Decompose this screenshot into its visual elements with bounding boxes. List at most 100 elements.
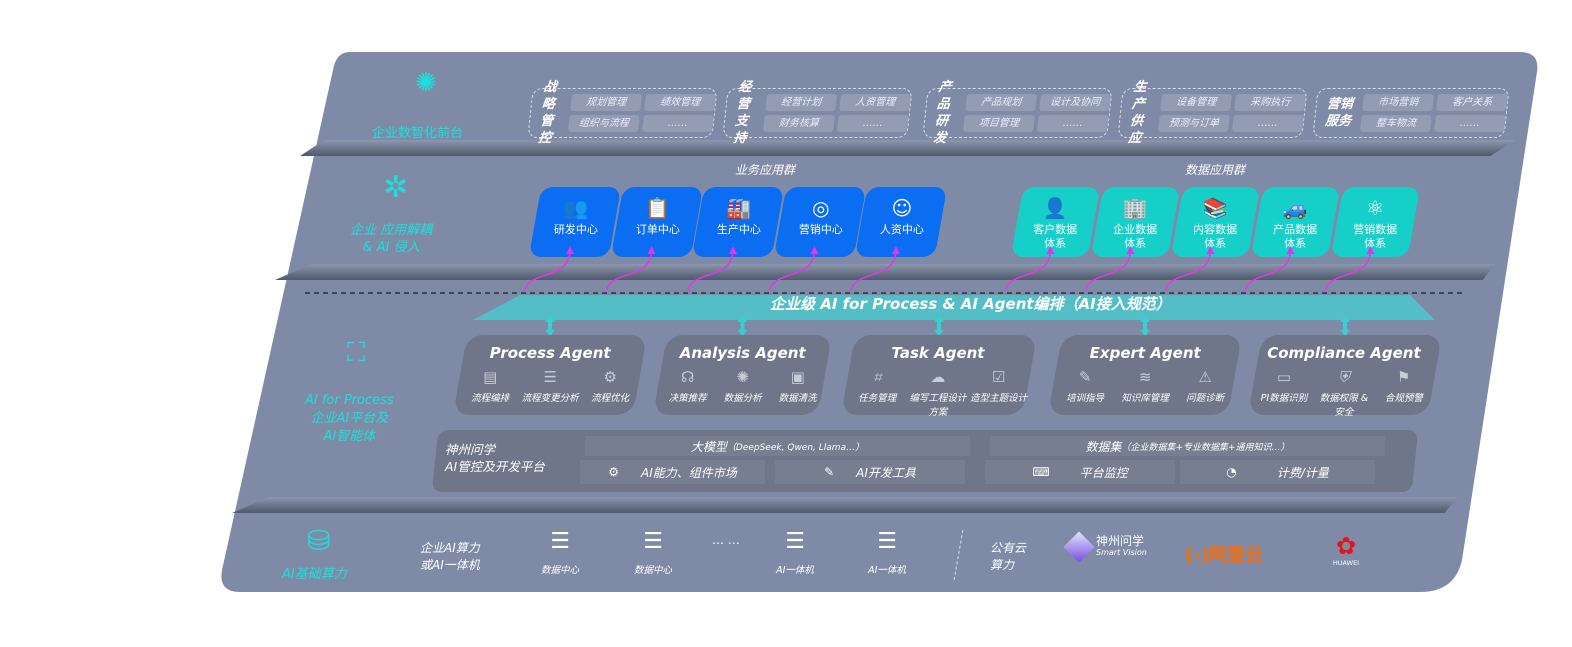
agent-title: Task Agent: [891, 344, 985, 362]
group-items: 产品规划 设计及协同 项目管理……: [963, 94, 1111, 132]
ai-label-line3: AI智能体: [323, 429, 376, 444]
platform-title-line1: 神州问学: [445, 442, 496, 457]
molecule-icon: ✲: [383, 170, 409, 205]
agent-card[interactable]: Task Agent ⌗ 任务管理 ☁ 编写工程设计方案 ☑ 造型主题设计: [840, 335, 1038, 418]
agent-feature[interactable]: ✺ 数据分析: [715, 368, 769, 404]
capability-chip[interactable]: 项目管理: [963, 115, 1035, 132]
server-icon: ☰: [877, 529, 897, 554]
server-label: 数据中心: [633, 565, 672, 576]
business-card-content: ☺ 人资中心: [862, 196, 942, 237]
platform-title-line2: AI管控及开发平台: [445, 459, 545, 474]
orchestration-title: 企业级 AI for Process & AI Agent编排（AI接入规范）: [770, 295, 1171, 313]
aliyun-mark: (-): [1185, 545, 1209, 566]
business-app-card[interactable]: ☺ 人资中心: [854, 187, 948, 257]
agent-feature[interactable]: ✎ 培训指导: [1055, 368, 1114, 404]
group-title: 产品研发: [932, 80, 953, 146]
dataset-cell[interactable]: 数据集 （企业数据集+专业数据集+通用知识…）: [990, 436, 1385, 456]
enterprise-line2: 或AI一体机: [420, 558, 480, 572]
data-app-card[interactable]: 👤 客户数据体系: [1010, 187, 1101, 257]
agent-feature[interactable]: ☊ 决策推荐: [660, 368, 714, 404]
capability-group: 营销服务 市场营销 客户关系 整车物流……: [1312, 88, 1510, 138]
capability-chip[interactable]: 设备管理: [1160, 94, 1232, 111]
monitor-cell[interactable]: ⌨ 平台监控: [985, 460, 1175, 484]
capability-chip[interactable]: 绩效管理: [644, 94, 716, 111]
server-item: ☰ 数据中心: [628, 530, 678, 577]
feature-label: 造型主题设计: [970, 393, 1028, 404]
data-app-card[interactable]: 📚 内容数据体系: [1170, 187, 1261, 257]
data-card-content: 🚙 产品数据体系: [1257, 196, 1334, 251]
clean-icon: ▣: [790, 368, 805, 386]
factory-icon: 🏭: [726, 196, 752, 220]
smartvision-logo: 神州问学 Smart Vision: [1063, 531, 1147, 563]
agent-feature[interactable]: ☁ 编写工程设计方案: [908, 368, 968, 418]
business-app-card[interactable]: 👥 研发中心: [528, 187, 622, 257]
capability-chip[interactable]: ……: [837, 115, 909, 132]
devtools-cell[interactable]: ✎ AI开发工具: [775, 460, 965, 484]
data-app-card[interactable]: 🏢 企业数据体系: [1090, 187, 1181, 257]
books-icon: 📚: [1202, 196, 1228, 220]
business-card-content: 📋 订单中心: [617, 196, 697, 237]
capability-chip[interactable]: 经营计划: [765, 94, 837, 111]
smartvision-en: Smart Vision: [1096, 548, 1147, 557]
llm-cell[interactable]: 大模型 （DeepSeek, Qwen, Llama…）: [585, 436, 970, 456]
capability-chip[interactable]: 市场营销: [1362, 94, 1434, 111]
agent-card[interactable]: Process Agent ▤ 流程编排 ☰ 流程变更分析 ⚙ 流程优化: [452, 335, 648, 415]
business-app-card[interactable]: 📋 订单中心: [610, 187, 703, 257]
capability-chip[interactable]: 客户关系: [1436, 94, 1508, 111]
training-icon: ✎: [1078, 368, 1092, 386]
capability-chip[interactable]: 产品规划: [965, 94, 1037, 111]
server-item: ☰ AI一体机: [862, 529, 912, 577]
agent-card[interactable]: Analysis Agent ☊ 决策推荐 ✺ 数据分析 ▣ 数据清洗: [652, 335, 833, 415]
data-apps-title: 数据应用群: [1185, 163, 1246, 177]
business-card-label: 订单中心: [635, 223, 680, 236]
devtools-icon: ✎: [824, 465, 835, 479]
data-app-card[interactable]: ⚛ 营销数据体系: [1330, 187, 1421, 257]
capability-chip[interactable]: 组织与流程: [568, 115, 640, 132]
clipboard-icon: 📋: [644, 196, 670, 220]
business-app-card[interactable]: 🏭 生产中心: [691, 187, 785, 257]
agent-feature[interactable]: ▤ 流程编排: [460, 368, 519, 404]
agent-feature[interactable]: ☑ 造型主题设计: [969, 368, 1029, 418]
capability-chip[interactable]: 人资管理: [839, 94, 911, 111]
agent-feature[interactable]: ▭ PI数据识别: [1254, 368, 1313, 418]
data-card-content: ⚛ 营销数据体系: [1337, 196, 1414, 251]
capability-chip[interactable]: 预测与订单: [1158, 115, 1230, 132]
agent-feature[interactable]: ⚑ 合规预警: [1374, 368, 1433, 418]
capability-chip[interactable]: ……: [1037, 115, 1109, 132]
data-app-card[interactable]: 🚙 产品数据体系: [1250, 187, 1341, 257]
agent-features: ▭ PI数据识别 ⛨ 数据权限 & 安全 ⚑ 合规预警: [1254, 368, 1434, 418]
agent-feature[interactable]: ⛨ 数据权限 & 安全: [1314, 368, 1373, 418]
capability-chip[interactable]: 规划管理: [570, 94, 642, 111]
data-card-label: 产品数据体系: [1273, 223, 1318, 250]
data-card-content: 🏢 企业数据体系: [1097, 196, 1174, 251]
capability-chip[interactable]: ……: [1434, 115, 1506, 132]
capability-chip[interactable]: 财务核算: [763, 115, 835, 132]
agent-title: Process Agent: [489, 344, 611, 362]
business-card-label: 生产中心: [716, 223, 761, 236]
group-items: 规划管理 绩效管理 组织与流程……: [568, 94, 716, 132]
business-apps-title: 业务应用群: [735, 163, 796, 177]
business-card-content: ◎ 营销中心: [780, 196, 860, 237]
capability-chip[interactable]: 采购执行: [1234, 94, 1306, 111]
agent-feature[interactable]: ⚙ 流程优化: [580, 368, 639, 404]
agent-feature[interactable]: ☰ 流程变更分析: [520, 368, 579, 404]
agent-feature[interactable]: ≋ 知识库管理: [1115, 368, 1174, 404]
billing-cell[interactable]: ◔ 计费/计量: [1180, 460, 1375, 484]
diamond-icon: [1063, 531, 1095, 563]
business-app-card[interactable]: ◎ 营销中心: [773, 187, 866, 257]
group-items: 设备管理 采购执行 预测与订单……: [1158, 94, 1306, 132]
agent-feature[interactable]: ⚠ 问题诊断: [1175, 368, 1234, 404]
feature-label: 编写工程设计方案: [909, 393, 967, 418]
agent-card[interactable]: Expert Agent ✎ 培训指导 ≋ 知识库管理 ⚠ 问题诊断: [1047, 335, 1243, 415]
capability-chip[interactable]: 整车物流: [1360, 115, 1432, 132]
feature-label: 流程变更分析: [521, 393, 579, 404]
capability-chip[interactable]: ……: [642, 115, 714, 132]
server-label: AI一体机: [868, 565, 906, 576]
capability-chip[interactable]: 设计及协同: [1039, 94, 1111, 111]
market-cell[interactable]: ⚙ AI能力、组件市场: [580, 460, 765, 484]
chart-icon: ▤: [483, 368, 498, 386]
agent-feature[interactable]: ⌗ 任务管理: [847, 368, 907, 418]
capability-chip[interactable]: ……: [1232, 115, 1304, 132]
agent-card[interactable]: Compliance Agent ▭ PI数据识别 ⛨ 数据权限 & 安全 ⚑ 合规预警: [1247, 335, 1443, 418]
agent-feature[interactable]: ▣ 数据清洗: [770, 368, 824, 404]
